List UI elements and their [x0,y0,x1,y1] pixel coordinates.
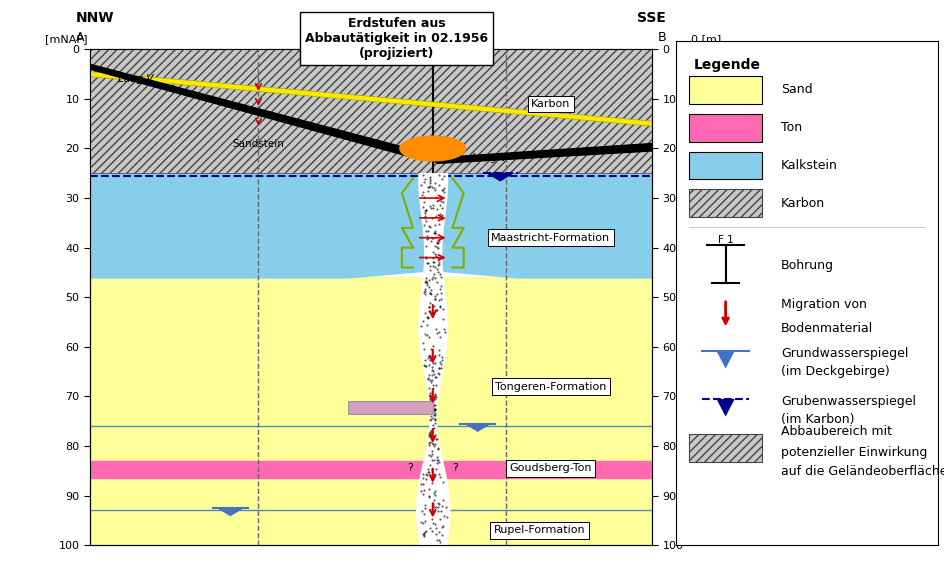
Text: B: B [657,31,666,44]
Text: auf die Geländeoberfläche: auf die Geländeoberfläche [780,465,944,477]
Text: 0 [m]: 0 [m] [691,34,721,44]
Text: Sand: Sand [780,84,812,96]
Text: potenzieller Einwirkung: potenzieller Einwirkung [780,445,926,459]
Bar [688,76,762,104]
Text: Tongeren-Formation: Tongeren-Formation [495,382,606,392]
Text: (im Deckgebirge): (im Deckgebirge) [780,365,888,378]
Text: Grundwasserspiegel: Grundwasserspiegel [780,347,907,360]
Text: Bohrung: Bohrung [780,259,833,271]
Text: Kalkstein: Kalkstein [780,159,836,172]
Polygon shape [716,399,734,416]
Polygon shape [427,143,651,164]
Polygon shape [487,173,512,181]
Bar [688,151,762,179]
Text: Laag V: Laag V [472,153,507,164]
Text: Karbon: Karbon [780,197,824,210]
Text: Abbaubereich mit: Abbaubereich mit [780,425,891,438]
Polygon shape [90,64,427,158]
Text: Erdstufen aus
Abbautätigkeit in 02.1956
(projiziert): Erdstufen aus Abbautätigkeit in 02.1956 … [305,17,488,60]
Text: [mNAP]: [mNAP] [44,34,87,44]
Text: Grubenwasserspiegel: Grubenwasserspiegel [780,395,915,408]
Text: (im Karbon): (im Karbon) [780,412,853,426]
Text: Ton: Ton [780,121,801,134]
Bar [688,114,762,142]
Polygon shape [399,136,465,161]
Text: Bodenmaterial: Bodenmaterial [780,322,872,335]
Text: Laag V: Laag V [118,74,153,84]
Text: SSE: SSE [636,10,666,24]
Text: F 1: F 1 [423,19,442,32]
Text: ?: ? [407,463,413,473]
Text: Legende: Legende [693,58,760,72]
Bar [688,190,762,217]
Text: A: A [76,31,84,44]
Text: Sandstein: Sandstein [232,139,284,148]
Text: Migration von: Migration von [780,298,866,310]
Polygon shape [90,71,651,126]
Polygon shape [218,508,243,516]
Text: NNW: NNW [76,10,114,24]
Polygon shape [716,351,734,369]
Text: F 1: F 1 [716,235,733,245]
Text: ?: ? [452,463,458,473]
Bar [90,49,651,173]
Bar [688,434,762,462]
Text: Maastricht-Formation: Maastricht-Formation [491,233,610,243]
Polygon shape [464,424,490,431]
Text: Karbon: Karbon [531,99,570,109]
Text: Rupel-Formation: Rupel-Formation [494,525,584,535]
Text: Goudsberg-Ton: Goudsberg-Ton [509,463,592,473]
